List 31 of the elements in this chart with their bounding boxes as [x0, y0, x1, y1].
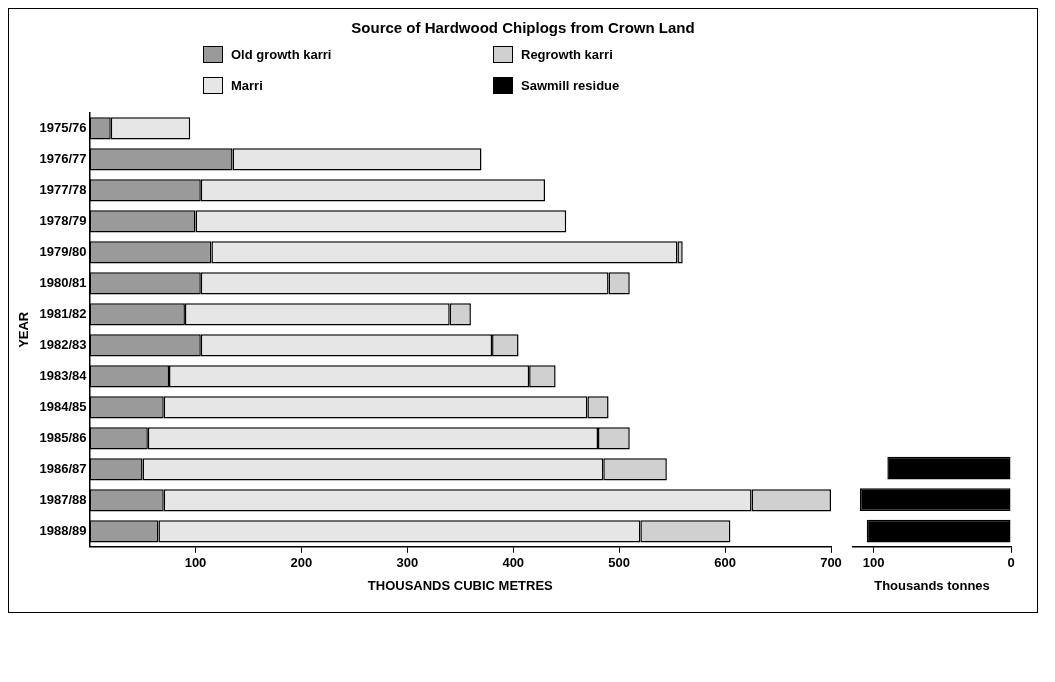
y-tick-label: 1983/84	[39, 367, 88, 383]
chart-title: Source of Hardwood Chiplogs from Crown Land	[350, 19, 696, 36]
y-tick-label: 1975/76	[39, 119, 87, 135]
x-tick-label: 200	[290, 555, 313, 571]
legend-label: Marri	[231, 78, 263, 93]
legend-label: Old growth karri	[231, 47, 332, 62]
y-tick-label: 1976/77	[39, 150, 87, 166]
y-axis-title: YEAR	[16, 311, 32, 348]
x-axis-title: Thousands tonnes	[874, 577, 990, 593]
y-tick-label: 1984/85	[39, 398, 87, 414]
y-tick-label: 1979/80	[39, 243, 87, 259]
x-tick-label: 700	[820, 555, 842, 571]
x-tick-label: 600	[714, 555, 736, 571]
y-tick-label: 1978/79	[39, 212, 87, 228]
y-tick-label: 1986/87	[39, 460, 87, 476]
x-tick-label: 300	[396, 555, 419, 571]
legend-label: Sawmill residue	[521, 78, 620, 93]
y-tick-label: 1988/89	[39, 522, 87, 538]
y-tick-label: 1981/82	[39, 305, 87, 321]
x-axis-title: THOUSANDS CUBIC METRES	[367, 577, 554, 593]
x-tick-label: 0	[1007, 555, 1015, 571]
x-tick-label: 100	[184, 555, 207, 571]
y-tick-label: 1987/88	[39, 491, 87, 507]
y-tick-label: 1985/86	[39, 429, 87, 445]
y-tick-label: 1980/81	[39, 274, 87, 290]
x-tick-label: 500	[608, 555, 631, 571]
y-tick-label: 1977/78	[39, 181, 87, 197]
x-tick-label: 400	[502, 555, 525, 571]
x-tick-label: 100	[862, 555, 885, 571]
y-tick-label: 1982/83	[39, 336, 87, 352]
legend-label: Regrowth karri	[521, 47, 613, 62]
